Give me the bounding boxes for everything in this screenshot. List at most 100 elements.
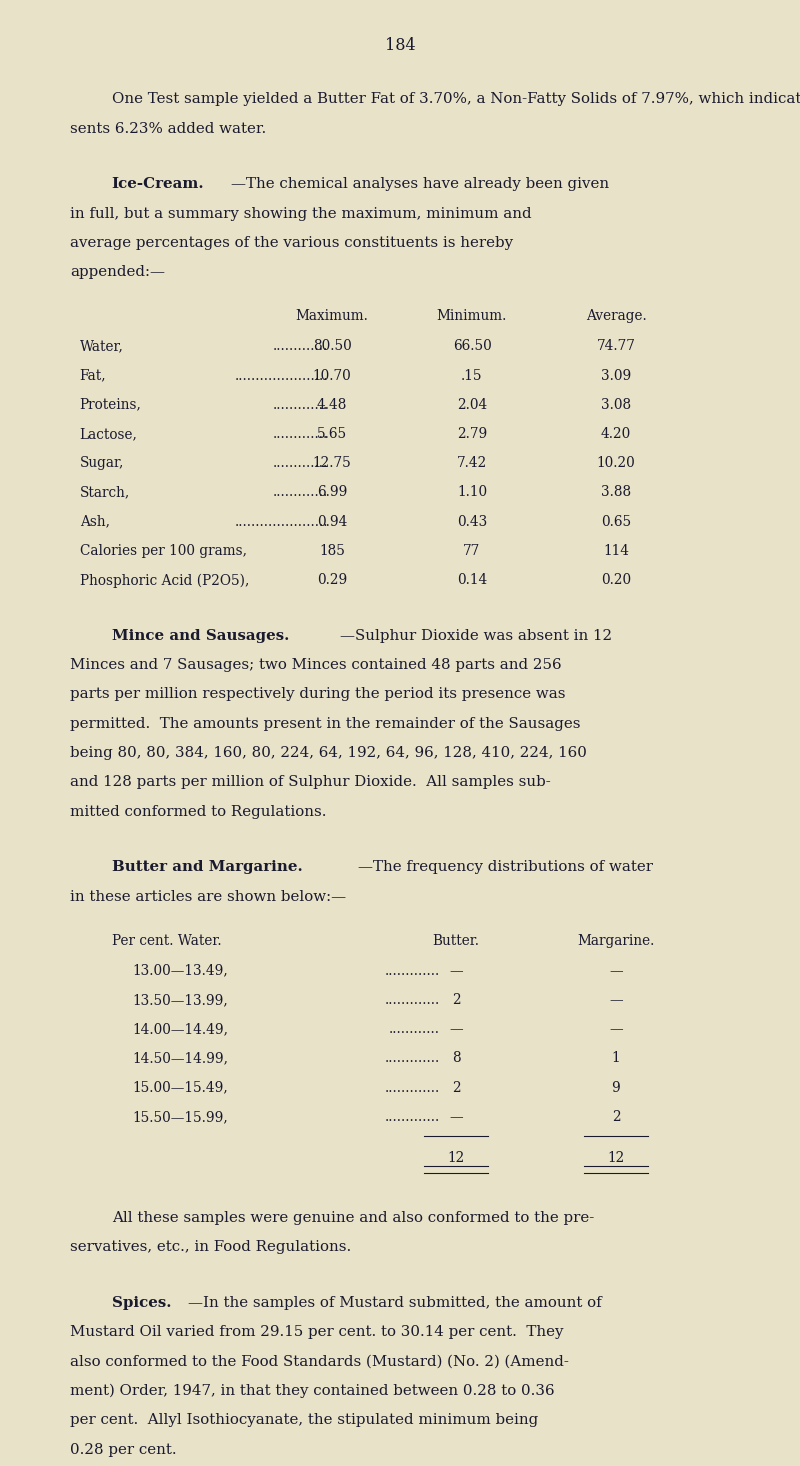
Text: ............: ............ [389, 1022, 440, 1036]
Text: .............: ............. [385, 992, 440, 1007]
Text: .............: ............. [273, 397, 328, 412]
Text: appended:—: appended:— [70, 265, 165, 280]
Text: 4.20: 4.20 [601, 427, 631, 441]
Text: .15: .15 [462, 368, 482, 383]
Text: sents 6.23% added water.: sents 6.23% added water. [70, 122, 266, 136]
Text: .............: ............. [273, 339, 328, 353]
Text: 74.77: 74.77 [597, 339, 635, 353]
Text: 77: 77 [463, 544, 481, 559]
Text: Sugar,: Sugar, [79, 456, 124, 471]
Text: —Sulphur Dioxide was absent in 12: —Sulphur Dioxide was absent in 12 [341, 629, 613, 642]
Text: One Test sample yielded a Butter Fat of 3.70%, a Non-Fatty Solids of 7.97%, whic: One Test sample yielded a Butter Fat of … [111, 92, 800, 107]
Text: 0.65: 0.65 [601, 515, 631, 529]
Text: Starch,: Starch, [79, 485, 130, 500]
Text: servatives, etc., in Food Regulations.: servatives, etc., in Food Regulations. [70, 1240, 351, 1255]
Text: Ash,: Ash, [79, 515, 110, 529]
Text: 2.04: 2.04 [457, 397, 487, 412]
Text: Butter.: Butter. [433, 934, 479, 947]
Text: per cent.  Allyl Isothiocyanate, the stipulated minimum being: per cent. Allyl Isothiocyanate, the stip… [70, 1413, 538, 1428]
Text: Lactose,: Lactose, [79, 427, 138, 441]
Text: —The chemical analyses have already been given: —The chemical analyses have already been… [231, 177, 610, 192]
Text: .............: ............. [385, 963, 440, 978]
Text: 9: 9 [612, 1080, 620, 1095]
Text: 80.50: 80.50 [313, 339, 351, 353]
Text: 0.94: 0.94 [317, 515, 347, 529]
Text: 4.48: 4.48 [317, 397, 347, 412]
Text: 185: 185 [319, 544, 345, 559]
Text: ......................: ...................... [234, 368, 328, 383]
Text: average percentages of the various constituents is hereby: average percentages of the various const… [70, 236, 513, 251]
Text: .............: ............. [385, 1051, 440, 1066]
Text: 12.75: 12.75 [313, 456, 351, 471]
Text: in these articles are shown below:—: in these articles are shown below:— [70, 890, 346, 903]
Text: —: — [609, 992, 623, 1007]
Text: 10.20: 10.20 [597, 456, 635, 471]
Text: Phosphoric Acid (P2O5),: Phosphoric Acid (P2O5), [79, 573, 249, 588]
Text: parts per million respectively during the period its presence was: parts per million respectively during th… [70, 688, 566, 701]
Text: Butter and Margarine.: Butter and Margarine. [111, 861, 302, 874]
Text: —: — [609, 963, 623, 978]
Text: 3.09: 3.09 [601, 368, 631, 383]
Text: 1: 1 [612, 1051, 620, 1066]
Text: —The frequency distributions of water: —The frequency distributions of water [358, 861, 653, 874]
Text: 66.50: 66.50 [453, 339, 491, 353]
Text: in full, but a summary showing the maximum, minimum and: in full, but a summary showing the maxim… [70, 207, 532, 221]
Text: Ice-Cream.: Ice-Cream. [111, 177, 204, 192]
Text: mitted conformed to Regulations.: mitted conformed to Regulations. [70, 805, 326, 818]
Text: Margarine.: Margarine. [578, 934, 654, 947]
Text: 2: 2 [612, 1110, 620, 1124]
Text: Water,: Water, [79, 339, 123, 353]
Text: .............: ............. [273, 485, 328, 500]
Text: ......................: ...................... [234, 515, 328, 529]
Text: 0.28 per cent.: 0.28 per cent. [70, 1443, 177, 1457]
Text: 10.70: 10.70 [313, 368, 351, 383]
Text: 114: 114 [603, 544, 629, 559]
Text: 3.88: 3.88 [601, 485, 631, 500]
Text: being 80, 80, 384, 160, 80, 224, 64, 192, 64, 96, 128, 410, 224, 160: being 80, 80, 384, 160, 80, 224, 64, 192… [70, 746, 587, 759]
Text: —: — [449, 963, 463, 978]
Text: .............: ............. [273, 427, 328, 441]
Text: 2.79: 2.79 [457, 427, 487, 441]
Text: 15.00—15.49,: 15.00—15.49, [132, 1080, 228, 1095]
Text: Mince and Sausages.: Mince and Sausages. [111, 629, 289, 642]
Text: Calories per 100 grams,: Calories per 100 grams, [79, 544, 246, 559]
Text: All these samples were genuine and also conformed to the pre-: All these samples were genuine and also … [111, 1211, 594, 1226]
Text: 2: 2 [452, 1080, 460, 1095]
Text: 14.50—14.99,: 14.50—14.99, [132, 1051, 228, 1066]
Text: 3.08: 3.08 [601, 397, 631, 412]
Text: 0.14: 0.14 [457, 573, 487, 588]
Text: —: — [449, 1110, 463, 1124]
Text: and 128 parts per million of Sulphur Dioxide.  All samples sub-: and 128 parts per million of Sulphur Dio… [70, 776, 550, 789]
Text: Per cent. Water.: Per cent. Water. [112, 934, 222, 947]
Text: Minimum.: Minimum. [437, 309, 507, 324]
Text: 0.29: 0.29 [317, 573, 347, 588]
Text: Mustard Oil varied from 29.15 per cent. to 30.14 per cent.  They: Mustard Oil varied from 29.15 per cent. … [70, 1325, 563, 1340]
Text: 6.99: 6.99 [317, 485, 347, 500]
Text: 0.20: 0.20 [601, 573, 631, 588]
Text: .............: ............. [273, 456, 328, 471]
Text: —In the samples of Mustard submitted, the amount of: —In the samples of Mustard submitted, th… [188, 1296, 602, 1311]
Text: Proteins,: Proteins, [79, 397, 142, 412]
Text: .............: ............. [385, 1080, 440, 1095]
Text: ment) Order, 1947, in that they contained between 0.28 to 0.36: ment) Order, 1947, in that they containe… [70, 1384, 554, 1399]
Text: Average.: Average. [586, 309, 646, 324]
Text: 12: 12 [607, 1151, 625, 1165]
Text: Minces and 7 Sausages; two Minces contained 48 parts and 256: Minces and 7 Sausages; two Minces contai… [70, 658, 562, 671]
Text: Maximum.: Maximum. [295, 309, 369, 324]
Text: 8: 8 [452, 1051, 460, 1066]
Text: 12: 12 [447, 1151, 465, 1165]
Text: .............: ............. [385, 1110, 440, 1124]
Text: 184: 184 [385, 37, 415, 54]
Text: 2: 2 [452, 992, 460, 1007]
Text: 13.00—13.49,: 13.00—13.49, [132, 963, 228, 978]
Text: 14.00—14.49,: 14.00—14.49, [132, 1022, 228, 1036]
Text: 1.10: 1.10 [457, 485, 487, 500]
Text: also conformed to the Food Standards (Mustard) (No. 2) (Amend-: also conformed to the Food Standards (Mu… [70, 1355, 569, 1369]
Text: 7.42: 7.42 [457, 456, 487, 471]
Text: Spices.: Spices. [111, 1296, 171, 1311]
Text: 5.65: 5.65 [317, 427, 347, 441]
Text: 15.50—15.99,: 15.50—15.99, [132, 1110, 228, 1124]
Text: 0.43: 0.43 [457, 515, 487, 529]
Text: —: — [609, 1022, 623, 1036]
Text: 13.50—13.99,: 13.50—13.99, [132, 992, 228, 1007]
